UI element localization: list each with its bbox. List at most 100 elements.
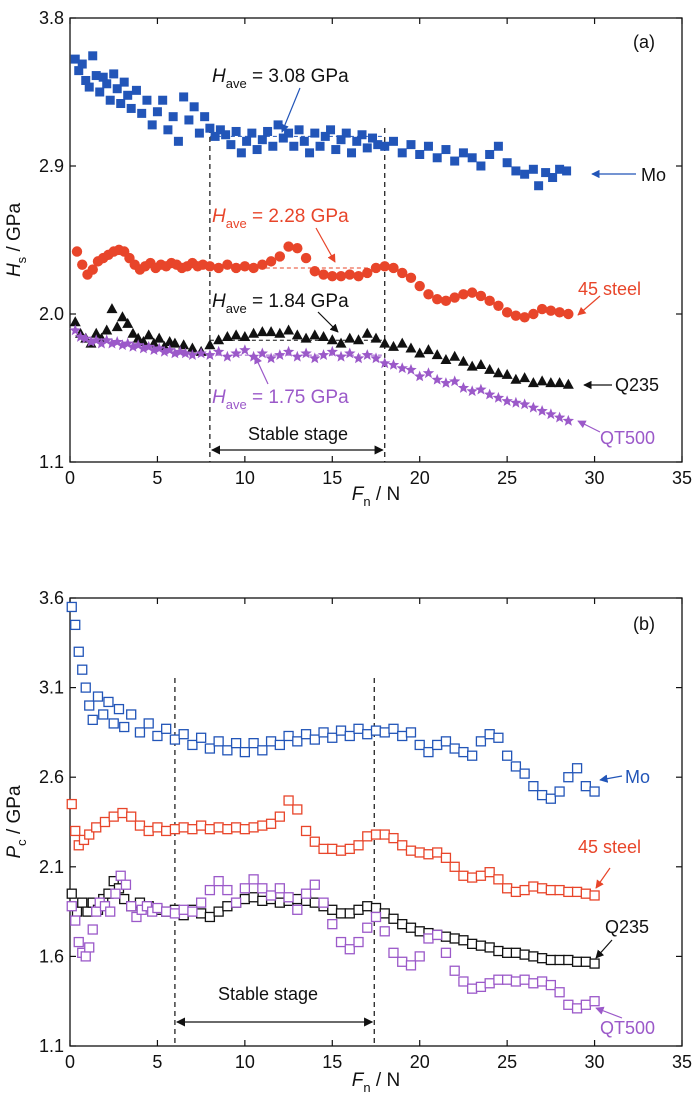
data-point <box>108 718 119 729</box>
data-point <box>282 345 295 357</box>
data-point <box>283 892 294 903</box>
data-point <box>449 965 460 976</box>
data-point <box>77 664 88 675</box>
data-point <box>553 411 566 423</box>
data-point <box>335 337 347 348</box>
data-point <box>405 272 417 284</box>
data-point <box>327 270 338 282</box>
data-point <box>291 350 303 362</box>
data-point <box>174 345 186 357</box>
data-point <box>273 120 283 130</box>
data-point <box>222 901 233 912</box>
data-point <box>449 861 460 872</box>
data-point <box>106 303 118 314</box>
data-point <box>115 870 126 881</box>
data-point <box>131 911 142 923</box>
data-point <box>318 269 329 280</box>
data-point <box>344 843 355 855</box>
data-point <box>373 140 383 150</box>
data-point <box>536 303 548 315</box>
data-point <box>440 377 452 388</box>
data-point <box>414 347 426 358</box>
data-point <box>580 956 591 967</box>
data-point <box>248 892 259 903</box>
data-point <box>501 750 513 761</box>
data-point <box>432 153 442 163</box>
data-point <box>327 918 338 930</box>
data-point <box>84 829 95 840</box>
data-point <box>467 153 477 163</box>
data-point <box>344 908 355 919</box>
data-point <box>423 849 434 860</box>
series-label-mo: Mo <box>641 165 666 185</box>
data-point <box>405 960 417 971</box>
data-point <box>204 339 216 350</box>
data-point <box>147 120 157 130</box>
data-point <box>70 825 81 837</box>
data-point <box>152 822 163 833</box>
data-point <box>231 126 241 136</box>
data-point <box>187 824 198 835</box>
data-point <box>449 350 461 361</box>
data-point <box>247 128 257 138</box>
data-point <box>200 112 210 122</box>
data-point <box>108 875 119 887</box>
data-point <box>158 95 168 105</box>
data-point <box>205 123 215 133</box>
data-point <box>143 340 155 352</box>
data-point <box>164 344 176 355</box>
data-point <box>484 867 495 878</box>
data-point <box>257 883 268 894</box>
data-point <box>230 347 242 359</box>
data-point <box>476 161 486 171</box>
data-point <box>589 786 600 797</box>
data-point <box>536 375 548 386</box>
data-point <box>90 327 102 338</box>
annotation-q235-average: Have = 1.84 GPa <box>212 291 349 316</box>
data-point <box>440 931 452 942</box>
data-point <box>580 781 591 792</box>
data-point <box>327 843 338 855</box>
x-tick-label: 0 <box>65 468 75 488</box>
x-tick-label: 25 <box>497 1052 517 1072</box>
data-point <box>194 128 204 138</box>
data-point <box>317 349 330 360</box>
data-point <box>87 714 98 726</box>
data-point <box>493 732 504 743</box>
data-point <box>485 149 495 159</box>
series-label-qt500-pointer <box>577 420 601 433</box>
data-point <box>82 906 93 917</box>
data-point <box>213 262 224 274</box>
x-tick-label: 30 <box>585 1052 605 1072</box>
data-point <box>91 906 102 917</box>
data-point <box>109 69 119 79</box>
data-point <box>493 974 504 985</box>
data-point <box>368 133 378 143</box>
panel-a-ticks: 0 5 10 15 20 25 30 35 1.1 2.0 2.9 3.8 <box>39 8 692 488</box>
data-point <box>265 736 277 747</box>
data-point <box>326 345 338 357</box>
x-tick-label: 15 <box>322 1052 342 1072</box>
data-point <box>309 352 321 364</box>
data-point <box>501 883 513 894</box>
data-point <box>221 350 234 362</box>
data-point <box>283 324 295 335</box>
data-point <box>66 798 77 810</box>
data-point <box>85 336 97 347</box>
data-point <box>571 956 583 967</box>
data-point <box>388 723 399 734</box>
data-point <box>475 870 487 881</box>
data-point <box>528 308 539 320</box>
data-point <box>184 115 194 125</box>
data-point <box>315 141 325 151</box>
data-point <box>248 262 259 274</box>
data-point <box>519 949 530 960</box>
data-point <box>126 901 137 912</box>
series-label-b-45steel-pointer <box>595 867 611 889</box>
data-point <box>122 317 134 328</box>
data-point <box>510 761 522 772</box>
data-point <box>265 352 277 364</box>
data-point <box>230 738 242 749</box>
data-point <box>536 405 548 416</box>
data-point <box>344 332 356 343</box>
